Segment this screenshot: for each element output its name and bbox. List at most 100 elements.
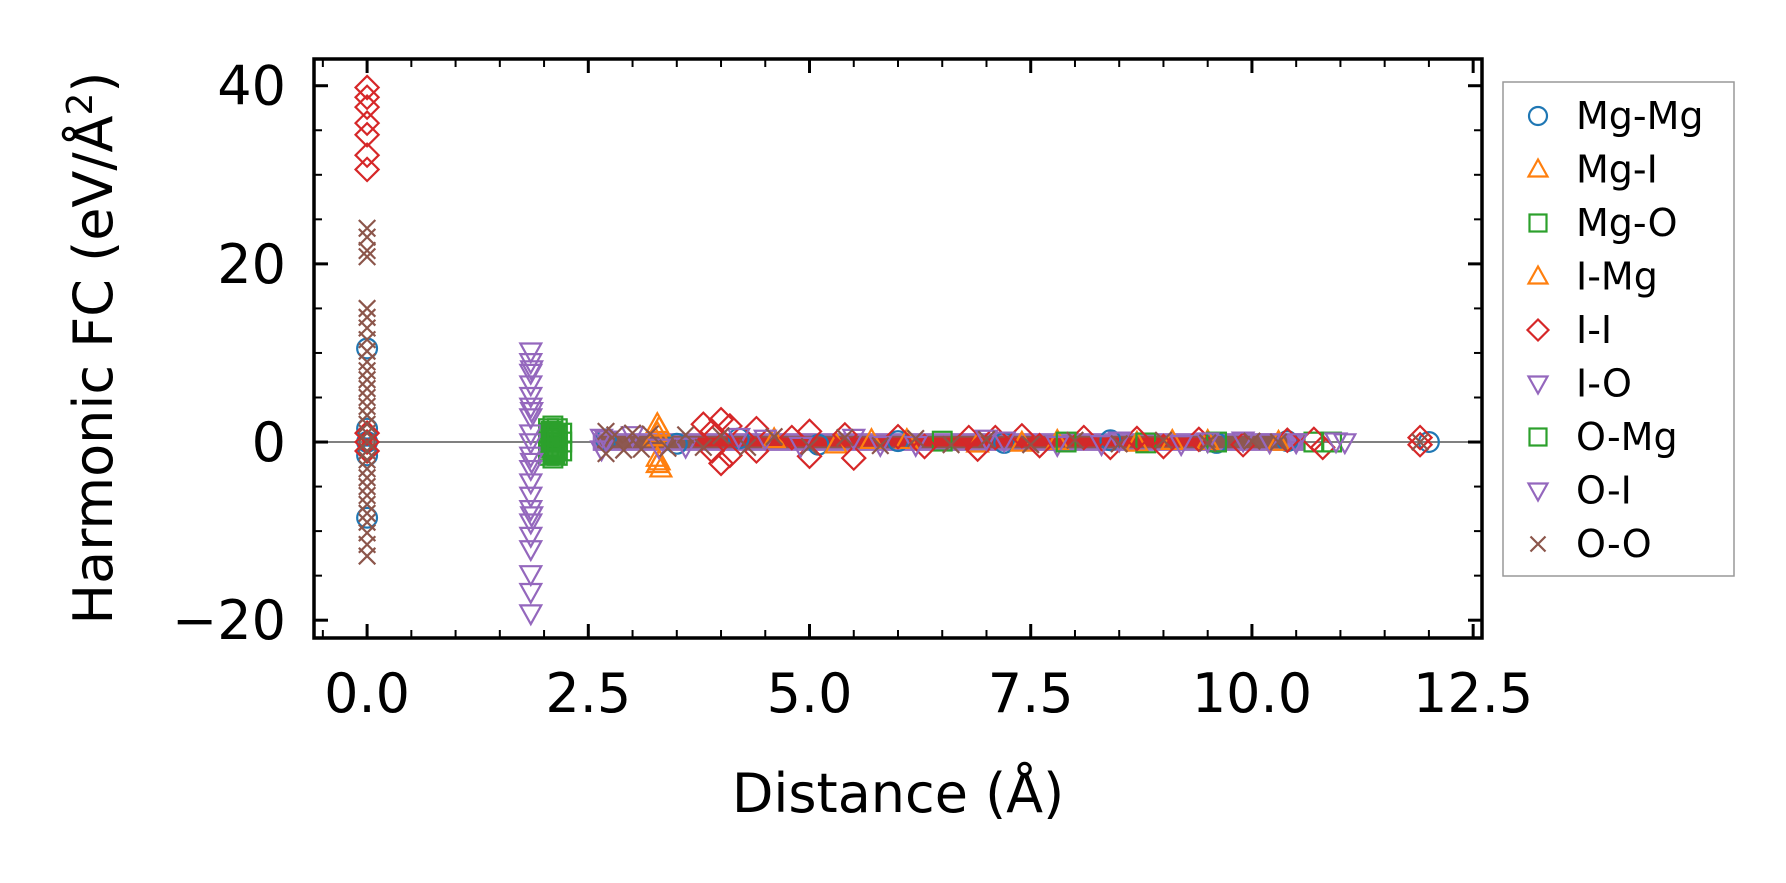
point-o-o (358, 379, 377, 398)
point-o-o (632, 440, 651, 459)
point-i-o (788, 436, 813, 459)
point-o-o (1411, 433, 1430, 452)
point-i-i (1150, 433, 1177, 460)
point-o-o (800, 437, 819, 456)
point-o-o (623, 424, 642, 443)
point-o-i (867, 435, 893, 458)
legend-items: Mg-Mg Mg-I Mg-O I-Mg I-I I-O O-Mg O-I O-O (1525, 94, 1704, 566)
point-i-o (518, 604, 544, 627)
legend-item-o-i: O-I (1526, 469, 1632, 513)
point-o-i (646, 438, 672, 461)
point-o-i (1195, 432, 1221, 455)
point-i-o (589, 428, 614, 451)
point-o-o (977, 430, 996, 449)
x-tick-label: 10.0 (1192, 662, 1312, 725)
point-o-o (1198, 433, 1217, 452)
point-i-o (518, 353, 544, 376)
legend-label-o-o: O-O (1576, 522, 1652, 566)
legend-item-mg-i: Mg-I (1526, 148, 1658, 192)
point-mg-i (894, 426, 920, 450)
point-i-mg (859, 426, 884, 450)
point-i-i (884, 423, 912, 450)
point-i-i (353, 84, 381, 111)
point-mg-i (648, 455, 674, 478)
point-i-o (1283, 433, 1309, 456)
point-i-i (353, 420, 381, 447)
point-i-o (1230, 431, 1256, 454)
point-i-i (353, 74, 381, 101)
point-mg-o (546, 444, 568, 466)
point-mg-o (551, 440, 573, 462)
point-i-mg (646, 448, 672, 471)
point-o-o (358, 228, 377, 247)
point-o-o (358, 415, 377, 434)
point-o-o (358, 547, 377, 566)
point-o-o (738, 438, 757, 457)
point-o-o (614, 441, 633, 460)
point-o-o (358, 241, 377, 260)
point-i-o (518, 500, 544, 523)
point-o-i (991, 431, 1017, 454)
x-tick-label: 5.0 (767, 662, 853, 725)
legend-marker-mg-i (1526, 157, 1550, 178)
legend-label-mg-o: Mg-O (1576, 201, 1678, 245)
point-i-o (518, 513, 544, 536)
x-tick-label: 7.5 (988, 662, 1074, 725)
legend-label-i-o: I-O (1576, 362, 1632, 406)
series-i-i (353, 74, 1434, 477)
point-o-o (765, 427, 784, 446)
point-mg-mg (356, 506, 379, 529)
point-o-o (641, 424, 660, 444)
point-o-o (358, 352, 377, 371)
legend-marker-i-mg (1526, 264, 1550, 285)
point-o-o (942, 435, 961, 454)
point-o-i (1089, 435, 1114, 458)
point-i-i (982, 424, 1009, 451)
y-tick-label: 20 (217, 233, 286, 296)
point-o-o (658, 439, 677, 458)
point-i-o (518, 433, 544, 456)
point-o-o (358, 486, 377, 505)
point-i-i (353, 142, 381, 169)
point-o-o (1110, 434, 1129, 453)
plot-frame (312, 57, 1484, 640)
point-i-o (518, 459, 544, 483)
point-i-o (620, 426, 645, 449)
legend-label-i-i: I-I (1576, 308, 1612, 352)
point-i-o (518, 565, 544, 588)
legend-marker-o-mg (1528, 427, 1548, 447)
legend: Mg-Mg Mg-I Mg-O I-Mg I-I I-O O-Mg O-I O-O (1502, 81, 1735, 577)
point-i-o (518, 408, 544, 431)
legend-item-o-mg: O-Mg (1528, 415, 1678, 459)
point-i-o (518, 397, 544, 420)
legend-label-mg-i: Mg-I (1576, 148, 1658, 192)
legend-item-i-i: I-I (1525, 308, 1612, 352)
series-o-o (358, 219, 1430, 566)
legend-label-o-mg: O-Mg (1576, 415, 1678, 459)
data-points (353, 74, 1440, 627)
y-tick-label: −20 (172, 589, 286, 652)
point-i-o (518, 446, 544, 469)
point-i-o (518, 540, 544, 563)
legend-item-mg-mg: Mg-Mg (1527, 94, 1704, 138)
point-o-o (358, 433, 377, 452)
y-axis-title-main: Harmonic FC (eV/Å (61, 115, 125, 624)
legend-marker-o-o (1529, 535, 1547, 553)
series-i-o (518, 342, 1358, 627)
point-o-o (1065, 431, 1084, 450)
point-o-o (358, 370, 377, 389)
point-o-o (1154, 431, 1173, 450)
legend-marker-mg-o (1528, 213, 1548, 233)
point-o-o (358, 441, 377, 460)
y-tick-labels: −20 0 20 40 (172, 55, 286, 652)
point-i-i (707, 450, 735, 477)
point-o-o (358, 406, 377, 425)
point-i-i (353, 93, 381, 121)
point-o-o (358, 361, 377, 380)
legend-label-mg-mg: Mg-Mg (1576, 94, 1704, 138)
point-i-o (1168, 435, 1194, 458)
point-o-i (1257, 433, 1282, 456)
point-o-o (358, 397, 377, 416)
y-axis-title-superscript: 2 (60, 93, 101, 116)
